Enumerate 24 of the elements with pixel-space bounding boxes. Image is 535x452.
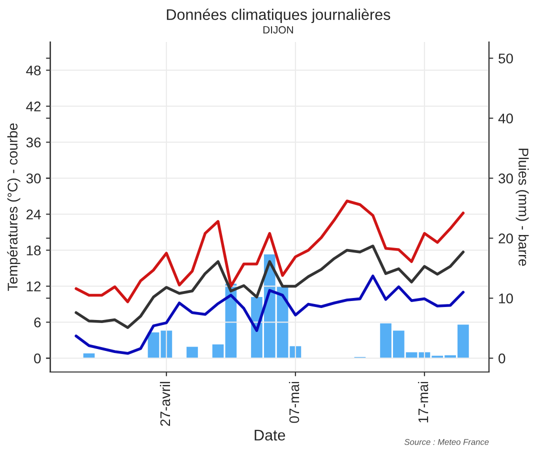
y-tick-label: 12 [26, 282, 41, 292]
x-tick-label: 27-avril [160, 382, 170, 426]
y-tick-label: 0 [34, 354, 41, 364]
y-tick-label: 18 [26, 246, 41, 256]
source-note: Source : Meteo France [404, 439, 489, 445]
y2-tick-label: 20 [498, 234, 513, 244]
chart-subtitle: DIJON [263, 26, 293, 34]
y2-tick-label: 30 [498, 174, 513, 184]
y-tick-label: 36 [26, 138, 41, 148]
y2-tick-label: 50 [498, 54, 513, 64]
y-tick-label: 42 [26, 102, 41, 112]
y-tick-label: 48 [26, 66, 41, 76]
x-tick-label: 17-mai [418, 382, 428, 422]
y-tick-label: 30 [26, 174, 41, 184]
y2-tick-label: 40 [498, 114, 513, 124]
y2-tick-label: 0 [498, 354, 506, 364]
y-tick-label: 6 [34, 318, 41, 328]
y-axis-title: Températures (°C) - courbe [7, 123, 20, 291]
x-axis-title: Date [254, 430, 286, 441]
chart-title: Données climatiques journalières [166, 8, 390, 24]
y-tick-label: 24 [26, 210, 41, 220]
y2-tick-label: 10 [499, 294, 513, 304]
y2-axis-title: Pluies (mm) - barre [516, 148, 529, 266]
x-tick-label: 07-mai [288, 382, 300, 423]
